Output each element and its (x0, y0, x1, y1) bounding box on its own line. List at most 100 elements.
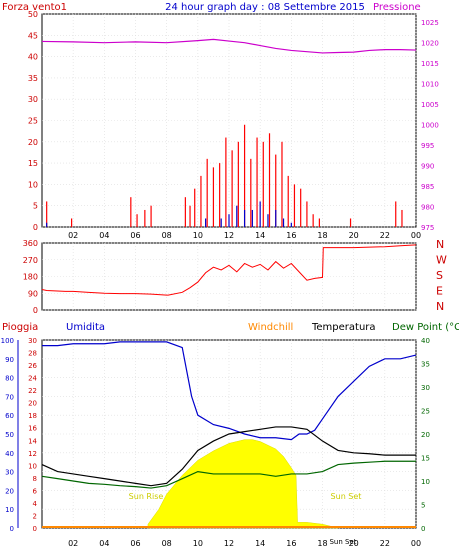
weather-x-tick: 22 (380, 539, 390, 548)
rain-y-tick: 28 (28, 350, 37, 358)
pressure-y-tick: 980 (421, 204, 434, 212)
wind-x-tick: 02 (68, 231, 78, 240)
temp-y-tick: 0 (421, 525, 425, 533)
legend-umidita: Umidita (66, 322, 105, 333)
pressure-y-tick: 1010 (421, 81, 439, 89)
wind-y-tick: 20 (28, 138, 38, 147)
wind-panel-label: Forza vento1 (2, 2, 67, 13)
dewpoint-line (41, 460, 416, 489)
temp-y-tick: 10 (421, 478, 430, 486)
solar-fill (147, 439, 339, 529)
rain-y-tick: 14 (28, 437, 37, 445)
pressure-y-tick: 995 (421, 142, 434, 150)
compass-label: E (436, 285, 443, 298)
wind-y-tick: 15 (28, 159, 38, 168)
humidity-y-tick: 70 (5, 393, 14, 401)
direction-y-tick: 360 (23, 239, 38, 248)
wind-x-tick: 14 (255, 231, 265, 240)
humidity-y-tick: 10 (5, 506, 14, 514)
weather-x-tick: 14 (255, 539, 265, 548)
pressure-y-tick: 985 (421, 183, 434, 191)
rain-y-tick: 30 (28, 337, 37, 345)
wind-x-tick: 22 (380, 231, 390, 240)
wind-x-tick: 20 (349, 231, 359, 240)
legend-pioggia: Pioggia (2, 322, 38, 333)
direction-line (41, 244, 417, 296)
pressure-y-tick: 1025 (421, 19, 439, 27)
legend-dewpoint: Dew Point (°C (392, 322, 459, 333)
rain-y-tick: 16 (28, 425, 37, 433)
weather-x-tick: 16 (286, 539, 296, 548)
humidity-y-tick: 80 (5, 375, 14, 383)
humidity-y-tick: 100 (1, 337, 14, 345)
pressure-y-tick: 990 (421, 163, 434, 171)
sunset-annotation-axis: Sun Set (329, 538, 356, 546)
legend-windchill: Windchill (248, 322, 293, 333)
wind-x-tick: 10 (193, 231, 203, 240)
humidity-y-tick: 90 (5, 356, 14, 364)
wind-y-tick: 0 (33, 223, 38, 232)
page-title: 24 hour graph day : 08 Settembre 2015 (165, 2, 365, 13)
compass-label: N (436, 238, 444, 251)
humidity-y-tick: 30 (5, 469, 14, 477)
temp-y-tick: 20 (421, 431, 430, 439)
temp-y-tick: 5 (421, 502, 425, 510)
humidity-y-tick: 0 (10, 525, 14, 533)
wind-x-tick: 16 (286, 231, 296, 240)
humidity-y-tick: 60 (5, 412, 14, 420)
axis-labels: 0510152025303540455097598098599099510001… (1, 10, 447, 548)
weather-x-tick: 06 (130, 539, 140, 548)
direction-y-tick: 180 (23, 273, 38, 282)
wind-x-tick: 12 (224, 231, 234, 240)
rain-y-tick: 10 (28, 462, 37, 470)
temperature-line (41, 426, 416, 487)
rain-y-tick: 20 (28, 400, 37, 408)
rain-y-tick: 22 (28, 387, 37, 395)
compass-label: S (436, 269, 443, 282)
wind-y-tick: 5 (33, 202, 38, 211)
compass-label: N (436, 300, 444, 313)
pressure-y-tick: 1005 (421, 101, 439, 109)
temp-y-tick: 25 (421, 408, 430, 416)
solar-area (147, 439, 339, 529)
wind-y-tick: 25 (28, 117, 38, 126)
temp-y-tick: 40 (421, 337, 430, 345)
pressure-y-tick: 975 (421, 224, 434, 232)
humidity-y-tick: 50 (5, 431, 14, 439)
rain-y-tick: 24 (28, 375, 37, 383)
wind-x-tick: 04 (99, 231, 109, 240)
pressure-label: Pressione (373, 2, 421, 13)
wind-y-tick: 45 (28, 31, 38, 40)
wind-y-tick: 40 (28, 53, 38, 62)
rain-y-tick: 18 (28, 412, 37, 420)
wind-y-tick: 30 (28, 95, 38, 104)
wind-y-tick: 10 (28, 180, 38, 189)
sunset-annotation: Sun Set (331, 492, 362, 501)
weather-x-tick: 00 (411, 539, 421, 548)
pressure-y-tick: 1020 (421, 40, 439, 48)
wind-x-tick: 00 (411, 231, 421, 240)
humidity-line (42, 341, 417, 441)
weather-x-tick: 08 (162, 539, 172, 548)
wind-y-tick: 50 (28, 10, 38, 19)
rain-y-tick: 12 (28, 450, 37, 458)
sunrise-annotation: Sun Rise (129, 492, 164, 501)
series-lines (41, 38, 417, 528)
humidity-y-tick: 40 (5, 450, 14, 458)
rain-y-tick: 26 (28, 362, 37, 370)
pressure-line (41, 38, 417, 54)
direction-y-tick: 0 (33, 306, 38, 315)
temp-y-tick: 30 (421, 384, 430, 392)
weather-x-tick: 18 (317, 539, 327, 548)
weather-x-tick: 12 (224, 539, 234, 548)
legend-temperatura: Temperatura (311, 322, 376, 333)
temp-y-tick: 35 (421, 361, 430, 369)
pressure-y-tick: 1015 (421, 60, 439, 68)
humidity-y-tick: 20 (5, 487, 14, 495)
weather-x-tick: 20 (349, 539, 359, 548)
weather-x-tick: 10 (193, 539, 203, 548)
rain-y-tick: 6 (33, 487, 38, 495)
direction-y-tick: 90 (28, 289, 38, 298)
rain-y-tick: 2 (33, 512, 37, 520)
